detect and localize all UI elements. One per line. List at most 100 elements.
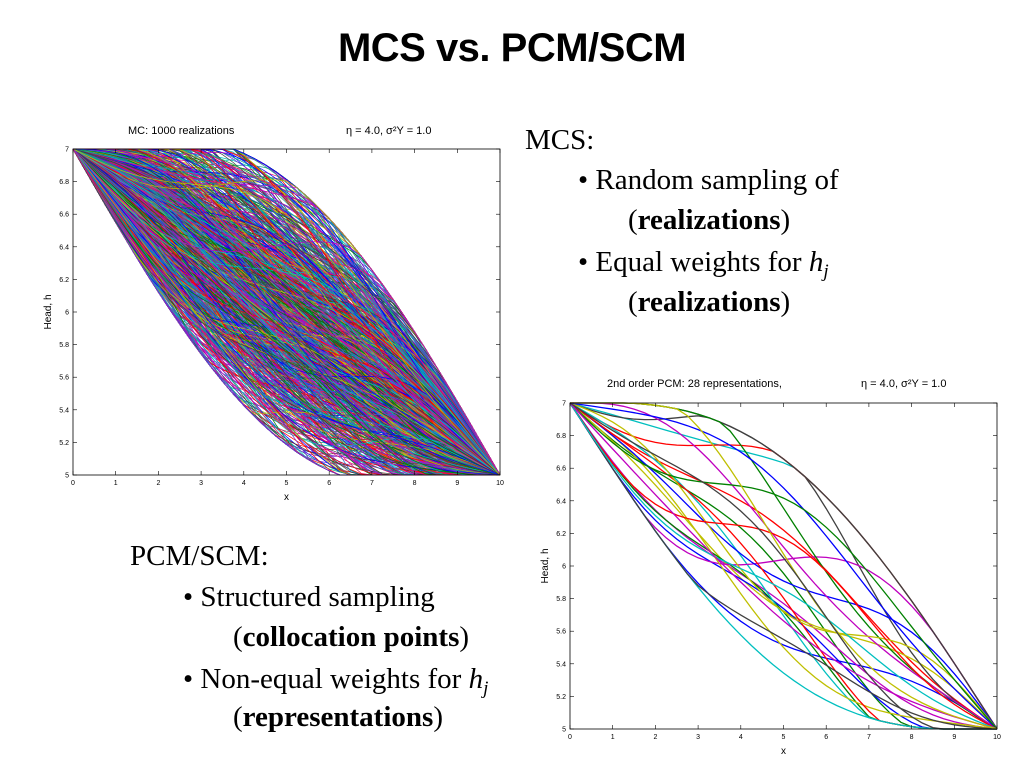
y-tick-label: 6.6 xyxy=(556,466,566,473)
x-tick-label: 7 xyxy=(867,734,871,741)
series-line xyxy=(73,148,500,476)
series-line xyxy=(72,148,501,476)
series-line xyxy=(569,402,997,730)
series-line xyxy=(72,148,501,476)
y-axis-label: Head, h xyxy=(540,548,551,583)
x-tick-label: 10 xyxy=(496,480,504,487)
chart-title: 2nd order PCM: 28 representations, xyxy=(607,378,782,390)
series-line xyxy=(570,402,998,730)
y-tick-label: 6.8 xyxy=(59,179,69,186)
mcs-heading: MCS: xyxy=(525,124,595,156)
pcm-heading: PCM/SCM: xyxy=(130,540,269,572)
y-tick-label: 6.4 xyxy=(59,244,69,251)
series-line xyxy=(72,148,501,476)
pcm-bullet-1: • Structured sampling xyxy=(183,581,435,613)
y-tick-label: 5.8 xyxy=(59,342,69,349)
y-tick-label: 5.2 xyxy=(556,694,566,701)
series-line xyxy=(72,148,501,476)
mcs-bullet-2-sub: j xyxy=(823,261,829,282)
y-tick-label: 5.2 xyxy=(59,440,69,447)
x-tick-label: 6 xyxy=(327,480,331,487)
x-tick-label: 6 xyxy=(824,734,828,741)
series-line xyxy=(72,148,501,476)
pcm-representations-chart: 0 1 2 3 4 5 6 7 8 9 10 5 5.2 5.4 5.6 5.8 6 6.2 6.4 6.6 6.8 7 x… xyxy=(540,378,1001,757)
x-tick-label: 8 xyxy=(413,480,417,487)
series-line xyxy=(569,402,998,730)
pcm-bullet-2-label: Non-equal weights for xyxy=(200,663,462,695)
mcs-bullet-1-label: Random sampling of xyxy=(595,164,839,196)
series-line xyxy=(72,148,501,476)
series-line xyxy=(569,402,998,730)
series-line xyxy=(72,148,501,476)
mcs-bullet-2-term: realizations xyxy=(637,286,781,318)
y-tick-label: 6.8 xyxy=(556,433,566,440)
series-line xyxy=(569,402,998,730)
pcm-bullet-1-label: Structured sampling xyxy=(200,581,435,613)
y-tick-label: 5.4 xyxy=(556,661,566,668)
y-tick-label: 5.4 xyxy=(59,407,69,414)
series-line xyxy=(72,148,501,476)
series-line xyxy=(72,148,501,476)
series-line xyxy=(72,148,500,476)
x-axis-label: x xyxy=(284,492,289,503)
series-line xyxy=(72,148,501,476)
y-tick-label: 6.6 xyxy=(59,212,69,219)
x-tick-label: 9 xyxy=(952,734,956,741)
series-line xyxy=(72,148,501,476)
pcm-bullet-2-var: h xyxy=(468,663,484,695)
y-tick-label: 7 xyxy=(562,401,566,408)
series-line xyxy=(72,148,501,476)
series-line xyxy=(72,148,501,476)
y-tick-label: 5.6 xyxy=(59,375,69,382)
series-line xyxy=(73,148,501,476)
x-tick-label: 9 xyxy=(455,480,459,487)
x-axis-label: x xyxy=(781,746,786,757)
x-tick-label: 5 xyxy=(782,734,786,741)
y-tick-label: 6 xyxy=(65,310,69,317)
series-line xyxy=(72,148,501,476)
x-tick-label: 3 xyxy=(199,480,203,487)
slide-title: MCS vs. PCM/SCM xyxy=(337,26,687,70)
mcs-bullet-1-paren: (realizations) xyxy=(628,204,791,236)
series-line xyxy=(72,148,501,476)
series-line xyxy=(72,148,501,476)
series-line xyxy=(72,148,501,476)
x-tick-label: 0 xyxy=(568,734,572,741)
mcs-bullet-2-paren: (realizations) xyxy=(628,286,791,318)
x-tick-label: 7 xyxy=(370,480,374,487)
series-line xyxy=(72,148,501,476)
x-tick-label: 1 xyxy=(114,480,118,487)
series-line xyxy=(569,402,998,730)
y-tick-label: 7 xyxy=(65,147,69,154)
pcm-bullet-1-term: collocation points xyxy=(242,621,460,653)
y-tick-label: 6.2 xyxy=(59,277,69,284)
y-tick-label: 6 xyxy=(562,564,566,571)
y-tick-label: 6.2 xyxy=(556,531,566,538)
mc-realizations-chart: 0 1 2 3 4 5 6 7 8 9 10 5 5.2 5.4 5.6 5.8 6 6.2 6.4 6.6 6.8 7 x… xyxy=(43,125,504,503)
pcm-bullet-2-term: representations xyxy=(242,701,434,733)
x-tick-label: 2 xyxy=(653,734,657,741)
series-line xyxy=(72,148,501,476)
y-tick-label: 5 xyxy=(562,727,566,734)
series-line xyxy=(72,148,501,476)
y-axis-label: Head, h xyxy=(43,294,54,329)
series-line xyxy=(72,148,501,476)
series-line xyxy=(72,148,501,476)
pcm-bullet-2-sub: j xyxy=(483,678,489,699)
x-tick-label: 4 xyxy=(739,734,743,741)
series-line xyxy=(72,148,501,476)
chart-title-params: η = 4.0, σ²Y = 1.0 xyxy=(346,125,431,137)
mcs-bullet-2: • Equal weights for hj xyxy=(578,246,829,282)
mcs-bullet-1: • Random sampling of xyxy=(578,164,839,196)
series-line xyxy=(72,148,500,476)
series-line xyxy=(72,148,501,476)
series-line xyxy=(569,402,998,730)
chart-title: MC: 1000 realizations xyxy=(128,125,235,137)
mcs-bullet-1-term: realizations xyxy=(637,204,781,236)
pcm-bullet-1-paren: (collocation points) xyxy=(233,621,470,653)
series-line xyxy=(569,402,998,730)
x-tick-label: 4 xyxy=(242,480,246,487)
series-curves xyxy=(569,402,998,730)
series-line xyxy=(72,148,501,476)
y-tick-label: 6.4 xyxy=(556,498,566,505)
